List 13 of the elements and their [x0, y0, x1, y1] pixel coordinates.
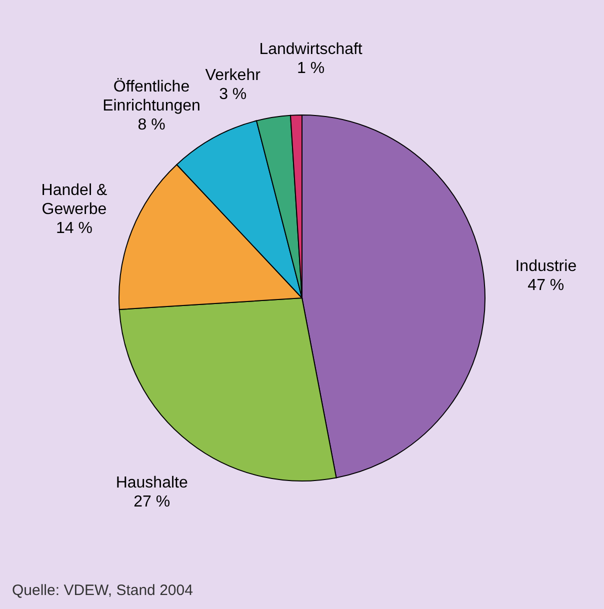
slice-label: Öffentliche Einrichtungen	[102, 78, 200, 115]
data-label: 47 %	[528, 276, 564, 294]
slice-label: Landwirtschaft	[259, 41, 363, 58]
slice-label: Handel & Gewerbe	[41, 182, 108, 218]
data-label: 27 %	[134, 494, 170, 511]
data-label: 8 %	[138, 116, 166, 134]
slice-label: Verkehr	[205, 66, 262, 84]
slice-label: Industrie	[515, 258, 577, 275]
slice-label: Haushalte	[116, 474, 188, 492]
data-label: 1 %	[297, 60, 325, 78]
source-note: Quelle: VDEW, Stand 2004	[12, 582, 193, 599]
data-label: 3 %	[219, 86, 247, 103]
data-label: 14 %	[56, 220, 92, 237]
